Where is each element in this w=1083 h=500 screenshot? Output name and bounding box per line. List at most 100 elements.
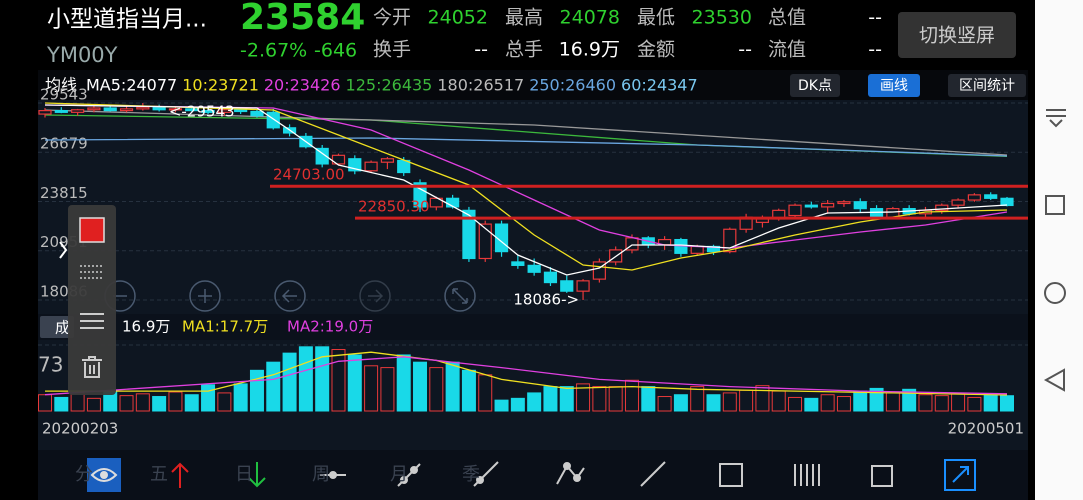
volume-bar [70, 392, 85, 412]
share-tool[interactable] [944, 459, 976, 491]
volume-bar [413, 361, 428, 412]
candle-body [364, 161, 378, 172]
up-tool[interactable] [171, 462, 189, 488]
orientation-button[interactable] [898, 12, 1016, 58]
volume-bar [135, 393, 150, 412]
draw-panel [59, 205, 116, 395]
volume-bar [934, 395, 949, 412]
candle-body [821, 202, 835, 208]
start-date: 20200203 [42, 420, 118, 438]
chart-button[interactable] [868, 74, 920, 97]
ma-curve [44, 102, 1008, 271]
color-picker[interactable] [79, 217, 105, 243]
period-label[interactable]: 日 [235, 464, 253, 485]
stat-label: 总手 [505, 39, 543, 61]
candle-body [315, 147, 329, 165]
volume-bar [461, 369, 476, 412]
text-tool[interactable] [719, 463, 743, 487]
candle-body [690, 245, 704, 254]
stat-value: -- [738, 39, 752, 61]
drawn-line-label: 22850.30 [358, 198, 430, 216]
volume-tab[interactable] [40, 316, 74, 338]
period-label[interactable]: 五 [150, 464, 168, 485]
volume-bar [559, 386, 574, 412]
chart-button-label[interactable]: 画线 [880, 78, 908, 94]
end-date: 20200501 [948, 420, 1024, 438]
stat-label: 换手 [373, 39, 411, 61]
period-label[interactable]: 季 [462, 464, 480, 485]
candle-body [967, 194, 981, 201]
ma-curve [44, 109, 1008, 156]
volume-bar [706, 394, 721, 412]
ma-curve [44, 104, 1008, 249]
collapse[interactable] [444, 280, 476, 312]
stat-value: 24078 [560, 7, 620, 29]
volume-bar [885, 392, 900, 412]
volume-bar [54, 396, 69, 412]
period-label[interactable]: 月 [390, 464, 408, 485]
chart-button-label[interactable]: 区间统计 [959, 78, 1015, 94]
ma-legend-item: 125:26435 [346, 76, 433, 95]
volume-ma1: MA1:17.7万 [182, 318, 268, 336]
polyline-tool[interactable] [556, 464, 585, 485]
volume-bar [527, 392, 542, 412]
line-style[interactable] [80, 265, 104, 279]
volume-bar [1000, 395, 1014, 412]
line-width[interactable] [80, 313, 104, 329]
price-chart: 295432667923815209511808624703.0022850.3… [38, 86, 1028, 309]
volume-bar [298, 346, 313, 412]
nav-recent[interactable] [1045, 195, 1065, 215]
candle-body [804, 204, 818, 208]
stat-value: 24052 [428, 7, 488, 29]
orientation-button-label[interactable]: 切换竖屏 [919, 25, 995, 47]
nav-menu[interactable] [1046, 109, 1066, 128]
period-label[interactable]: 周 [312, 464, 330, 485]
y-tick-label: 73 [38, 353, 63, 377]
volume-bar [820, 394, 835, 412]
line-tool[interactable] [640, 461, 666, 487]
volume-bar [869, 387, 884, 412]
y-tick-label: 23815 [40, 184, 88, 202]
volume-bar [657, 396, 672, 412]
volume-value: 16.9万 [122, 318, 170, 336]
candle-body [560, 280, 574, 292]
volume-bar [608, 386, 623, 412]
fib-tool[interactable] [794, 464, 820, 486]
volume-bar [347, 354, 362, 412]
volume-bar [396, 354, 411, 412]
stat-value: -- [474, 39, 488, 61]
candle-body [152, 106, 166, 111]
move-right[interactable] [359, 280, 391, 312]
candle-body [217, 109, 231, 113]
delete[interactable] [82, 356, 102, 378]
chart-button[interactable] [948, 74, 1026, 97]
candle-body [136, 106, 150, 110]
volume-bar [690, 386, 705, 412]
rect-tool[interactable] [871, 465, 893, 487]
change-amount: -646 [314, 40, 357, 62]
volume-bar [641, 386, 656, 412]
chart-button-label[interactable]: DK点 [798, 78, 832, 94]
volume-bar [201, 384, 216, 412]
last-price: 23584 [240, 0, 365, 38]
down-tool[interactable] [248, 462, 266, 488]
chart-button[interactable] [790, 74, 840, 97]
volume-bar [152, 396, 167, 412]
volume-bar [86, 397, 101, 412]
nav-back[interactable] [1043, 368, 1065, 392]
zoom-in[interactable] [189, 280, 221, 312]
nav-home[interactable] [1044, 282, 1066, 304]
volume-ma2: MA2:19.0万 [287, 318, 373, 336]
volume-bar [592, 386, 607, 412]
ma-legend-item: 180:26517 [437, 76, 524, 95]
panel-arrow[interactable] [59, 241, 68, 259]
volume-bar [673, 394, 688, 412]
volume-bar [722, 392, 737, 412]
volume-bar [951, 393, 966, 412]
volume-bar [902, 388, 917, 412]
stat-label: 总值 [768, 7, 806, 29]
stat-value: -- [868, 7, 882, 29]
move-left[interactable] [274, 280, 306, 312]
period-label[interactable]: 分 [75, 464, 93, 485]
stat-label: 金额 [637, 39, 675, 61]
